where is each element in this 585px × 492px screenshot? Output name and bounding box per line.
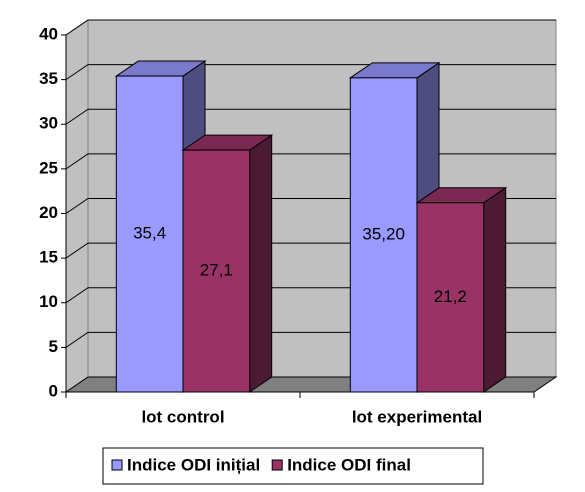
legend-swatch <box>271 459 283 471</box>
bar <box>349 77 418 393</box>
grid-line <box>65 19 556 36</box>
data-label: 21,2 <box>434 287 467 306</box>
y-tick-label: 5 <box>49 337 58 356</box>
data-label: 35,20 <box>362 224 405 243</box>
y-tick-label: 35 <box>39 69 58 88</box>
bar <box>182 149 251 393</box>
data-label: 35,4 <box>133 224 166 243</box>
y-tick-label: 40 <box>39 24 58 43</box>
bar-side <box>249 134 273 393</box>
legend-swatch <box>111 459 123 471</box>
x-tick-label: lot experimental <box>352 407 482 426</box>
legend-box <box>102 447 484 485</box>
data-label: 27,1 <box>200 261 233 280</box>
legend-label: Indice ODI inițial <box>127 455 260 474</box>
y-tick-label: 20 <box>39 203 58 222</box>
legend-label: Indice ODI final <box>287 455 411 474</box>
y-tick-label: 10 <box>39 292 58 311</box>
x-tick-label: lot control <box>141 407 224 426</box>
y-tick-label: 15 <box>39 248 58 267</box>
bar-side <box>483 186 507 393</box>
y-tick-label: 25 <box>39 158 58 177</box>
y-tick-label: 30 <box>39 114 58 133</box>
y-tick-label: 0 <box>49 381 58 400</box>
bar <box>416 202 485 393</box>
